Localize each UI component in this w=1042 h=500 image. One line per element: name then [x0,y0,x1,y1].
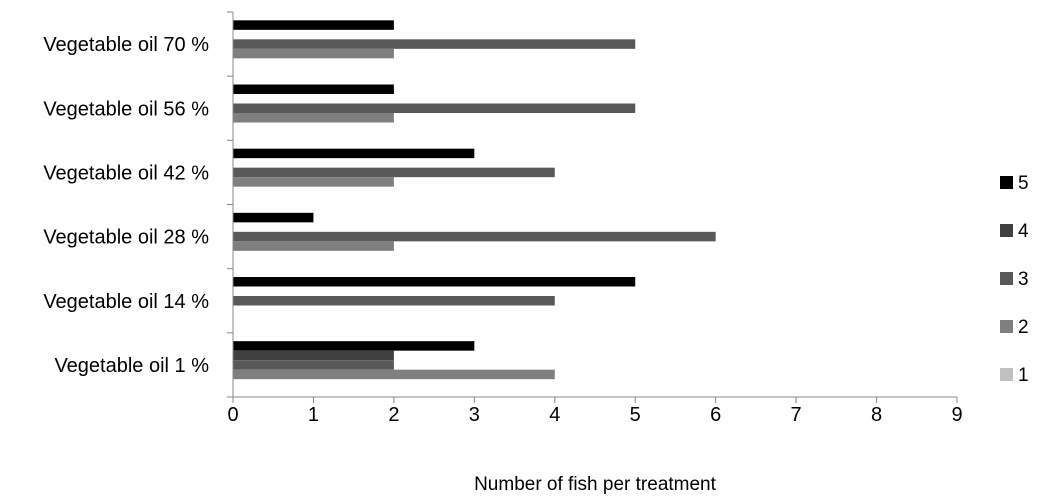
x-tick-label: 3 [469,404,480,426]
bar-3-2 [233,296,555,306]
legend-swatch-3 [1000,272,1013,285]
x-axis-title: Number of fish per treatment [474,474,717,495]
legend-swatch-2 [1000,320,1013,333]
legend: 5 4 3 2 1 [1000,173,1029,386]
bars [233,20,716,380]
x-tick-label: 8 [871,404,882,426]
x-tick-label: 0 [227,404,238,426]
bar-2-3 [233,241,394,251]
bar-5-4 [233,148,475,159]
bar-2-5 [233,113,394,123]
bar-3-5 [233,103,636,113]
category-label: Vegetable oil 42 % [43,162,209,184]
x-tick-label: 4 [549,404,560,426]
legend-label-4: 4 [1018,221,1029,242]
x-tick-label: 6 [710,404,721,426]
x-tick-label: 9 [951,404,962,426]
legend-label-2: 2 [1018,317,1029,338]
bar-2-4 [233,177,394,187]
bar-3-1 [233,360,394,370]
bar-2-1 [233,369,555,380]
bar-5-3 [233,212,314,223]
bar-2-6 [233,48,394,59]
bar-3-4 [233,167,555,178]
legend-label-1: 1 [1018,365,1029,386]
legend-label-5: 5 [1018,173,1029,194]
bar-3-6 [233,39,636,49]
category-label: Vegetable oil 14 % [43,291,209,313]
bar-5-6 [233,20,394,30]
bar-5-1 [233,341,475,351]
x-tick-label: 5 [630,404,641,426]
legend-swatch-1 [1000,368,1013,381]
category-label: Vegetable oil 1 % [54,355,209,377]
legend-swatch-5 [1000,176,1013,189]
bar-3-3 [233,231,716,242]
x-tick-label: 1 [308,404,319,426]
bar-4-1 [233,350,394,361]
bar-5-5 [233,84,394,94]
category-label: Vegetable oil 56 % [43,98,209,120]
legend-swatch-4 [1000,224,1013,237]
axes [227,11,958,403]
x-tick-label: 2 [388,404,399,426]
labels: Vegetable oil 1 % Vegetable oil 14 % Veget… [43,34,962,426]
bar-5-2 [233,277,636,287]
x-tick-label: 7 [791,404,802,426]
category-label: Vegetable oil 70 % [43,34,209,56]
legend-label-3: 3 [1018,269,1029,290]
category-label: Vegetable oil 28 % [43,227,209,249]
